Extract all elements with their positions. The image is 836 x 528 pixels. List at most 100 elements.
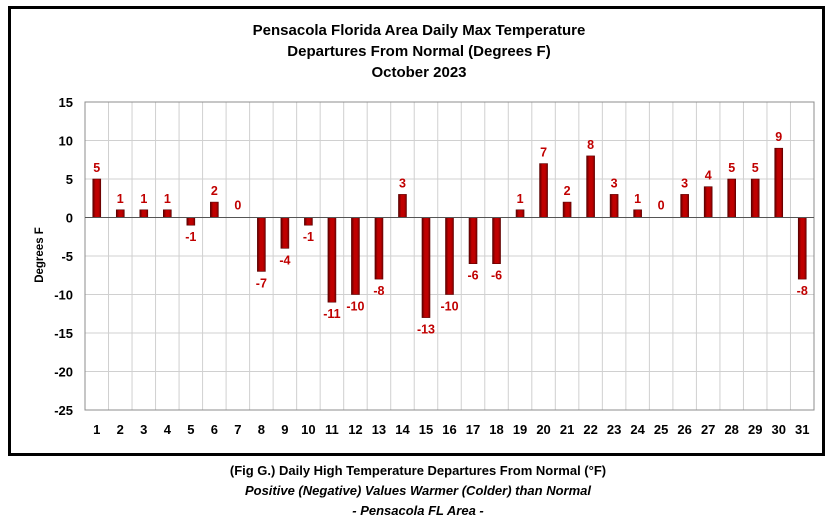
bar-day-2 — [115, 209, 125, 218]
bar-day-31 — [797, 217, 807, 280]
x-tick-label: 20 — [536, 422, 550, 437]
y-tick-label: -5 — [61, 249, 73, 264]
y-tick-label: 0 — [66, 211, 73, 226]
bar-day-21 — [562, 201, 572, 218]
x-tick-label: 24 — [630, 422, 645, 437]
data-label-day-11: -11 — [323, 307, 340, 321]
x-tick-label: 25 — [654, 422, 668, 437]
chart-title-line-2: Departures From Normal (Degrees F) — [287, 43, 550, 60]
bar-day-20 — [539, 163, 548, 218]
x-tick-label: 29 — [748, 422, 762, 437]
bar-day-16 — [445, 217, 454, 295]
gridlines — [84, 101, 815, 411]
x-tick-label: 12 — [348, 422, 362, 437]
y-tick-label: -15 — [54, 326, 73, 341]
x-tick-label: 11 — [325, 422, 339, 437]
chart-title-line-1: Pensacola Florida Area Daily Max Tempera… — [253, 22, 586, 39]
x-tick-label: 6 — [211, 422, 218, 437]
bar-day-6 — [210, 201, 219, 218]
bar-day-28 — [727, 178, 736, 218]
bar-day-10 — [304, 217, 313, 226]
data-label-day-16: -10 — [440, 300, 458, 314]
x-tick-label: 13 — [372, 422, 386, 437]
bar-day-11 — [327, 217, 337, 303]
data-label-day-20: 7 — [540, 146, 547, 160]
data-label-day-4: 1 — [164, 192, 171, 206]
x-tick-label: 10 — [301, 422, 315, 437]
data-label-day-29: 5 — [752, 161, 759, 175]
y-tick-label: -10 — [54, 288, 73, 303]
chart-title-line-3: October 2023 — [371, 64, 466, 81]
x-tick-label: 19 — [513, 422, 527, 437]
bar-day-18 — [492, 217, 501, 265]
data-labels: 5 1 1 1 -1 2 0 -7 -4 -1 -11 -10 -8 3 -13 -10 -6 -6 1 7 2 8 3 1 0… — [93, 130, 808, 336]
x-tick-label: 2 — [117, 422, 124, 437]
y-axis-label: Degrees F — [34, 227, 46, 283]
figure-caption: (Fig G.) Daily High Temperature Departur… — [0, 461, 836, 521]
x-tick-label: 30 — [771, 422, 785, 437]
bar-day-23 — [609, 194, 619, 218]
x-tick-label: 8 — [258, 422, 265, 437]
data-label-day-21: 2 — [564, 184, 571, 198]
bar-day-15 — [421, 217, 431, 318]
x-tick-label: 15 — [419, 422, 433, 437]
data-label-day-19: 1 — [517, 192, 524, 206]
x-tick-label: 3 — [140, 422, 147, 437]
data-label-day-22: 8 — [587, 138, 594, 152]
chart-frame: Pensacola Florida Area Daily Max Tempera… — [8, 6, 825, 456]
bar-day-1 — [92, 178, 102, 218]
data-label-day-13: -8 — [373, 284, 384, 298]
bar-day-12 — [351, 217, 360, 295]
data-label-day-9: -4 — [279, 253, 290, 267]
data-label-day-5: -1 — [185, 230, 196, 244]
bar-day-27 — [703, 186, 713, 218]
data-label-day-3: 1 — [140, 192, 147, 206]
data-label-day-23: 3 — [611, 176, 618, 190]
data-label-day-15: -13 — [417, 323, 435, 337]
x-tick-label: 31 — [795, 422, 809, 437]
data-label-day-30: 9 — [775, 130, 782, 144]
x-tick-label: 22 — [583, 422, 597, 437]
x-tick-label: 26 — [677, 422, 691, 437]
y-tick-label: -25 — [54, 403, 73, 418]
bar-day-17 — [468, 217, 478, 265]
x-tick-label: 27 — [701, 422, 715, 437]
data-label-day-8: -7 — [256, 276, 267, 290]
plot-area-border — [84, 101, 815, 411]
bar-day-22 — [586, 155, 595, 218]
bar-day-29 — [750, 178, 760, 218]
x-tick-label: 23 — [607, 422, 621, 437]
bar-day-26 — [680, 194, 689, 218]
bar-day-3 — [139, 209, 149, 218]
data-label-day-18: -6 — [491, 269, 502, 283]
x-tick-label: 4 — [164, 422, 172, 437]
bar-day-8 — [257, 217, 266, 272]
x-tick-label: 5 — [187, 422, 194, 437]
y-tick-label: -20 — [54, 365, 73, 380]
data-label-day-10: -1 — [303, 230, 314, 244]
bar-day-19 — [515, 209, 525, 218]
data-label-day-6: 2 — [211, 184, 218, 198]
data-label-day-1: 5 — [93, 161, 100, 175]
bar-day-14 — [398, 194, 407, 218]
data-label-day-28: 5 — [728, 161, 735, 175]
x-tick-label: 16 — [442, 422, 456, 437]
caption-line-2: Positive (Negative) Values Warmer (Colde… — [244, 483, 592, 498]
x-tick-label: 1 — [93, 422, 100, 437]
data-label-day-17: -6 — [467, 269, 478, 283]
data-label-day-12: -10 — [346, 300, 364, 314]
y-tick-label: 15 — [59, 95, 73, 110]
x-tick-label: 18 — [489, 422, 503, 437]
data-label-day-24: 1 — [634, 192, 641, 206]
y-tick-label: 5 — [66, 172, 73, 187]
x-tick-label: 7 — [234, 422, 241, 437]
data-label-day-2: 1 — [117, 192, 124, 206]
bar-day-24 — [633, 209, 642, 218]
bar-day-9 — [280, 217, 290, 249]
data-label-day-14: 3 — [399, 176, 406, 190]
caption-line-1: (Fig G.) Daily High Temperature Departur… — [229, 463, 607, 478]
chart-svg: Pensacola Florida Area Daily Max Tempera… — [34, 22, 815, 437]
bar-day-13 — [374, 217, 384, 280]
bar-day-30 — [774, 147, 784, 218]
